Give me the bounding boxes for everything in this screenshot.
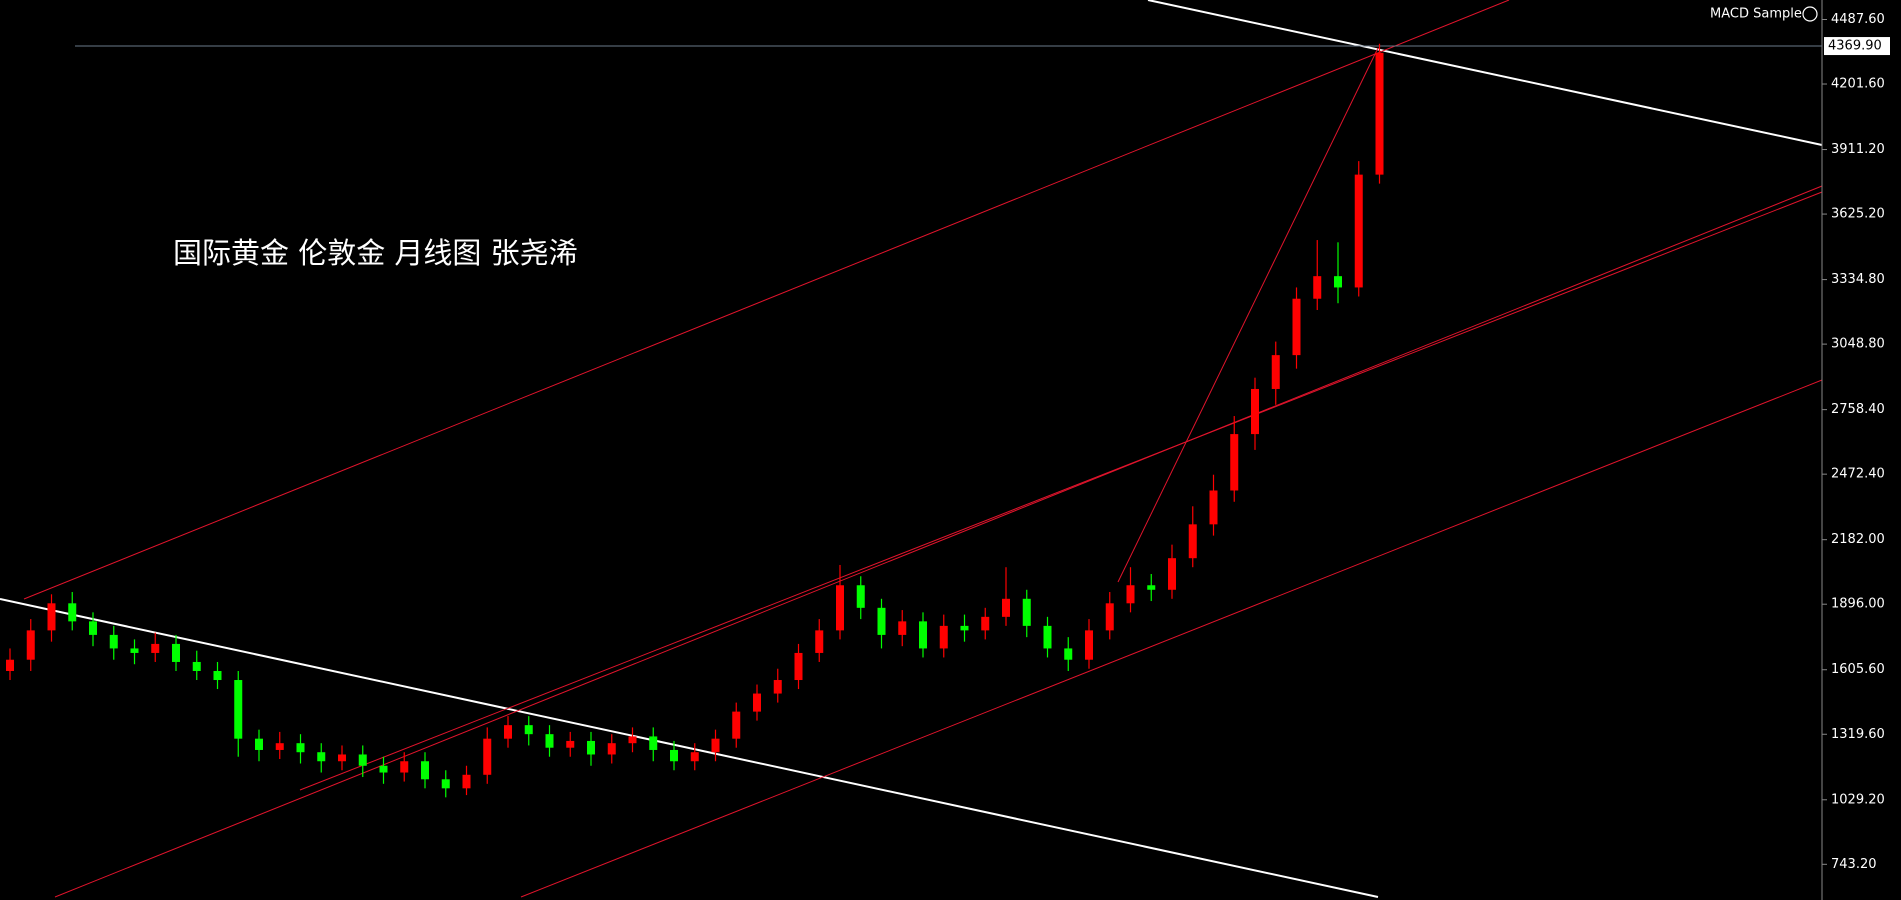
candle-body [255,738,263,750]
candle-body [1064,648,1073,660]
candle-body [421,761,429,780]
candle-body [338,754,346,762]
trend-line [0,598,1379,898]
candle-body [919,621,927,649]
candle-body [358,754,367,766]
candle-body [1126,585,1135,604]
y-tick-label: 2758.40 [1831,402,1885,417]
candle-body [1168,558,1176,590]
y-tick-label: 4487.60 [1831,12,1885,27]
candle-body [773,680,782,694]
candle-body [1354,174,1363,288]
candle-body [317,752,326,762]
price-label: 4369.90 [1828,39,1882,54]
candle-body [732,711,741,739]
candle-body [628,736,637,744]
candle-body [26,630,35,660]
candle-body [6,659,14,671]
candle-body [856,585,865,608]
candle-body [1002,598,1010,617]
candle-body [670,749,678,762]
candle-body [524,725,533,735]
candle-body [836,585,844,631]
candle-body [566,740,575,748]
candle-body [151,643,160,653]
candle-body [981,616,990,631]
candle-body [400,761,409,773]
y-tick-label: 3048.80 [1831,337,1885,352]
y-tick-label: 743.20 [1831,857,1877,872]
y-tick-label: 3625.20 [1831,207,1885,222]
candle-body [1375,52,1384,175]
y-tick-label: 1029.20 [1831,792,1885,807]
candle-body [1043,625,1052,649]
candle-body [109,634,118,649]
candle-body [815,630,824,653]
trend-line [1147,0,1823,146]
candle-body [504,725,512,739]
candle-body [379,765,388,773]
price-label-box [1824,37,1890,56]
y-tick-label: 1319.60 [1831,727,1885,742]
candle-body [213,670,222,681]
candle-body [275,743,284,750]
candle-body [607,743,616,755]
candle-body [587,740,595,755]
candle-body [441,779,450,789]
trend-lines [0,0,1823,898]
candle-body [1292,298,1301,356]
candle-body [462,774,471,789]
candle-body [898,621,907,635]
candle-body [690,752,699,762]
candle-body [483,738,492,775]
candle-body [1147,585,1156,590]
candle-body [234,680,243,739]
channel-line [23,0,1510,600]
candle-body [877,607,886,635]
candle-body [753,693,761,712]
y-tick-label: 1896.00 [1831,597,1885,612]
candle-body [1251,388,1259,435]
candle-body [711,738,720,753]
candle-body [1085,630,1093,660]
candle-body [1188,524,1197,559]
y-tick-label: 2182.00 [1831,532,1885,547]
candle-body [172,643,180,662]
y-tick-label: 3911.20 [1831,142,1885,157]
candle-body [960,625,969,631]
candle-body [89,621,97,635]
y-tick-label: 4201.60 [1831,77,1885,92]
chart-title: 国际黄金 伦敦金 月线图 张尧浠 [173,236,578,270]
candle-body [296,743,305,753]
channel-line [299,191,1823,791]
candle-body [1105,603,1114,631]
candle-body [192,661,201,671]
y-tick-label: 2472.40 [1831,467,1885,482]
candle-body [1022,598,1031,626]
indicator-icon [1802,6,1818,22]
candle-body [130,648,139,653]
candle-body [1334,276,1342,288]
y-tick-label: 3334.80 [1831,272,1885,287]
candle-body [68,603,77,622]
channel-line [520,379,1823,898]
candle-body [939,625,948,649]
candle-body [794,652,803,681]
candle-body [1313,276,1322,299]
candle-body [1209,490,1218,525]
candle-body [1230,434,1239,491]
y-tick-label: 1605.60 [1831,662,1885,677]
channel-line [54,185,1823,898]
candle-body [1271,355,1280,389]
indicator-label: MACD Sample [1710,7,1802,22]
candle-body [649,736,658,750]
candle-body [47,603,56,631]
channel-line [1117,47,1379,583]
candle-body [545,734,554,748]
